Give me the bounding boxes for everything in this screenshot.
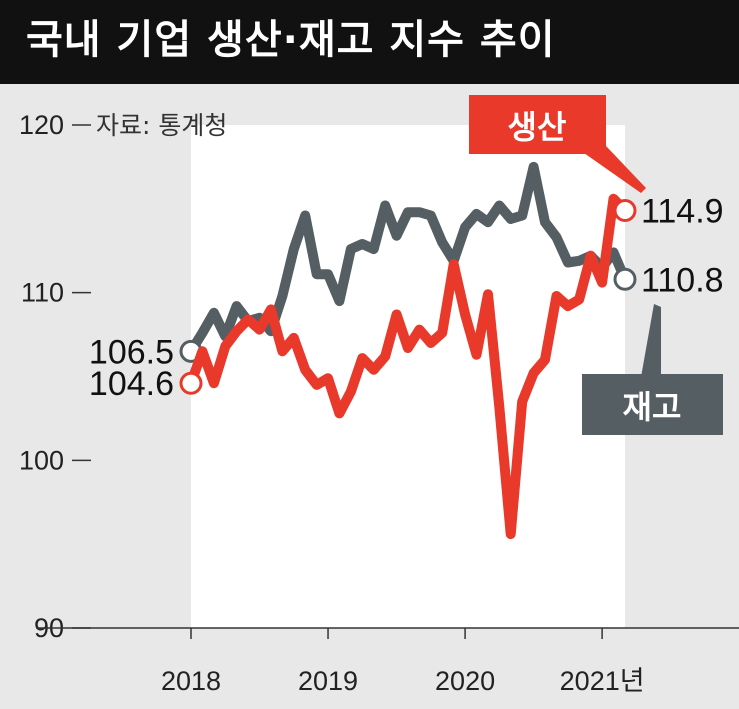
y-tick-label-120: 120 xyxy=(19,110,64,140)
series-0-start-value: 106.5 xyxy=(89,333,174,371)
series-0-end-value: 110.8 xyxy=(641,261,724,299)
chart-title: 국내 기업 생산·재고 지수 추이 xyxy=(26,17,556,63)
series-1-start-marker xyxy=(179,371,203,395)
inventory-legend-label: 재고 xyxy=(623,388,682,426)
inventory-legend-box xyxy=(582,374,723,435)
series-1-end-marker xyxy=(613,199,637,223)
inventory-legend-pointer xyxy=(641,304,661,377)
source-note: 자료: 통계청 xyxy=(96,111,227,140)
production-legend-box xyxy=(469,95,606,154)
title-bar: 국내 기업 생산·재고 지수 추이 xyxy=(0,0,739,84)
x-tick-label-0: 2018 xyxy=(161,666,221,696)
production-legend-label: 생산 xyxy=(508,108,567,146)
x-tick-label-3: 2021년 xyxy=(560,666,645,696)
series-line-1 xyxy=(186,193,630,540)
y-tick-label-100: 100 xyxy=(19,445,64,475)
x-tick-label-2: 2020 xyxy=(435,666,495,696)
series-0-end-marker xyxy=(613,267,637,291)
y-tick-label-110: 110 xyxy=(21,278,64,308)
series-1-start-value: 104.6 xyxy=(89,365,174,403)
x-tick-label-1: 2019 xyxy=(298,666,358,696)
production-legend-pointer xyxy=(574,146,646,193)
series-1-end-value: 114.9 xyxy=(641,193,724,231)
plot-area xyxy=(191,125,625,628)
